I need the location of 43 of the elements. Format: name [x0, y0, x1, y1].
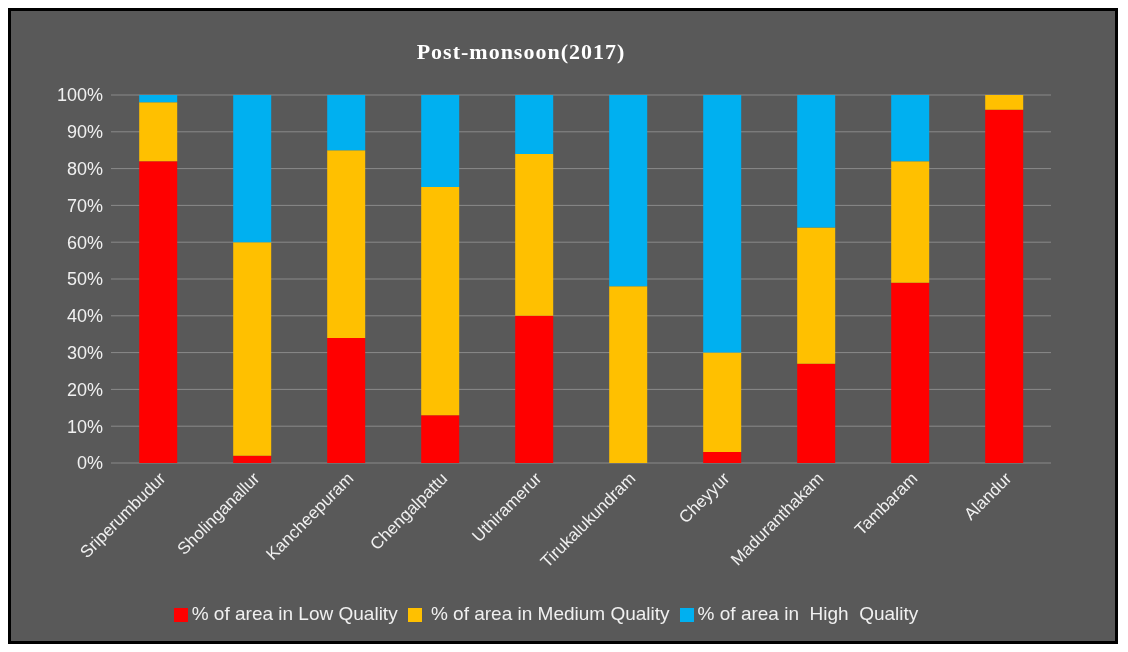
- bar: [797, 227, 836, 364]
- bar: [327, 337, 366, 463]
- y-tick-label: 0%: [76, 453, 103, 474]
- bar: [703, 451, 742, 463]
- y-tick-label: 100%: [56, 85, 103, 106]
- bar: [703, 95, 742, 353]
- bar: [609, 95, 648, 287]
- bar: [609, 286, 648, 463]
- bar: [515, 315, 554, 463]
- bar: [233, 242, 272, 456]
- bar: [515, 153, 554, 316]
- y-tick-label: 20%: [66, 379, 103, 400]
- y-tick-label: 60%: [66, 232, 103, 253]
- bar: [421, 415, 460, 463]
- bar: [891, 161, 930, 283]
- y-tick-label: 70%: [66, 195, 103, 216]
- bar: [233, 455, 272, 463]
- bar: [421, 95, 460, 187]
- bar: [985, 95, 1024, 110]
- chart-title: Post-monsoon(2017): [415, 38, 627, 65]
- bar: [139, 102, 178, 162]
- bar: [891, 282, 930, 463]
- y-tick-label: 80%: [66, 158, 103, 179]
- bar: [327, 150, 366, 338]
- legend-label: % of area in Medium Quality: [429, 603, 670, 624]
- bar: [327, 95, 366, 151]
- y-tick-label: 30%: [66, 342, 103, 363]
- bar: [421, 187, 460, 416]
- y-tick-label: 50%: [66, 269, 103, 290]
- legend-label: % of area in Low Quality: [191, 603, 398, 624]
- bar: [515, 95, 554, 154]
- bar: [891, 95, 930, 162]
- bar: [139, 95, 178, 103]
- bar: [985, 109, 1024, 463]
- y-tick-label: 10%: [66, 416, 103, 437]
- bar: [139, 161, 178, 463]
- bar: [233, 95, 272, 243]
- y-tick-label: 90%: [66, 122, 103, 143]
- bar: [797, 363, 836, 463]
- y-tick-label: 40%: [66, 306, 103, 327]
- legend-label: % of area in High Quality: [697, 603, 919, 624]
- bar: [797, 95, 836, 228]
- bar: [703, 352, 742, 452]
